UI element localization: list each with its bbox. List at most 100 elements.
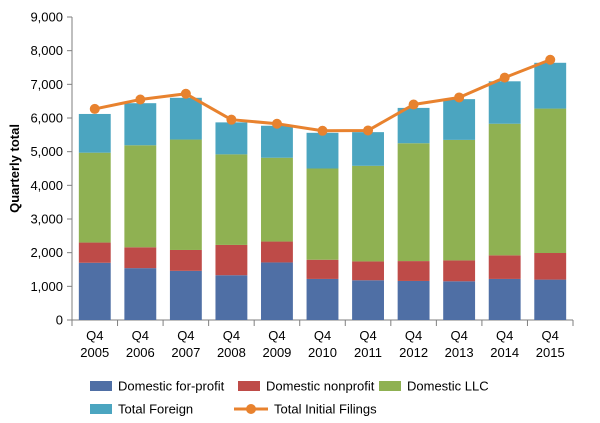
- x-tick-label-quarter: Q4: [86, 328, 103, 343]
- y-tick-label: 2,000: [30, 245, 63, 260]
- bar-domestic-llc: [443, 139, 476, 261]
- bar-total-foreign: [534, 62, 567, 109]
- y-tick-label: 5,000: [30, 144, 63, 159]
- y-tick-label: 4,000: [30, 178, 63, 193]
- bar-total-foreign: [261, 125, 293, 158]
- y-axis-title: Quarterly total: [7, 124, 22, 213]
- x-tick-label-year: 2006: [126, 345, 155, 360]
- x-tick-label-year: 2005: [80, 345, 109, 360]
- x-tick-label-quarter: Q4: [223, 328, 240, 343]
- line-total-initial-filings: [94, 58, 551, 133]
- bar-domestic-llc: [215, 154, 248, 245]
- point-total-initial-filings: [363, 125, 374, 136]
- bar-domestic-nonprofit: [443, 260, 476, 282]
- point-total-initial-filings: [499, 72, 510, 83]
- x-tick-label-year: 2009: [262, 345, 291, 360]
- bar-domestic-for-profit: [488, 278, 521, 320]
- bar-domestic-nonprofit: [488, 255, 521, 279]
- legend-swatch-total-foreign: [90, 404, 112, 414]
- x-tick-label-quarter: Q4: [496, 328, 513, 343]
- bar-domestic-for-profit: [261, 262, 293, 320]
- legend-marker-total-initial-filings: [246, 404, 256, 414]
- point-total-initial-filings: [89, 103, 100, 114]
- bar-domestic-llc: [488, 123, 521, 256]
- legend-swatch-domestic-for-profit: [90, 381, 112, 391]
- point-total-initial-filings: [180, 88, 191, 99]
- bar-domestic-for-profit: [397, 280, 430, 320]
- bar-domestic-for-profit: [124, 268, 157, 320]
- x-tick-label-quarter: Q4: [314, 328, 331, 343]
- bar-total-foreign: [124, 103, 157, 146]
- bar-domestic-nonprofit: [306, 259, 339, 279]
- bar-domestic-llc: [306, 168, 339, 260]
- y-tick-label: 0: [56, 313, 63, 328]
- x-tick-label-quarter: Q4: [359, 328, 376, 343]
- x-tick-label-year: 2015: [536, 345, 565, 360]
- bar-domestic-nonprofit: [534, 253, 567, 280]
- bar-total-foreign: [397, 107, 430, 144]
- x-tick-label-quarter: Q4: [542, 328, 559, 343]
- y-tick-label: 7,000: [30, 77, 63, 92]
- x-tick-label-year: 2010: [308, 345, 337, 360]
- bar-domestic-nonprofit: [78, 242, 111, 263]
- bar-domestic-for-profit: [352, 280, 384, 320]
- bar-domestic-nonprofit: [352, 261, 384, 281]
- x-tick-label-year: 2011: [354, 345, 382, 360]
- point-total-initial-filings: [135, 94, 146, 105]
- bar-domestic-nonprofit: [124, 247, 157, 269]
- x-tick-label-quarter: Q4: [405, 328, 422, 343]
- x-tick-label-year: 2008: [217, 345, 246, 360]
- bar-total-foreign: [78, 113, 111, 153]
- point-total-initial-filings: [317, 125, 328, 136]
- x-tick-label-quarter: Q4: [450, 328, 467, 343]
- x-tick-label-year: 2013: [445, 345, 474, 360]
- bar-domestic-llc: [169, 139, 202, 250]
- x-tick-label-quarter: Q4: [268, 328, 285, 343]
- x-tick-label-year: 2012: [399, 345, 428, 360]
- x-tick-label-quarter: Q4: [132, 328, 149, 343]
- y-tick-label: 1,000: [30, 279, 63, 294]
- y-tick-label: 6,000: [30, 111, 63, 126]
- point-total-initial-filings: [226, 114, 237, 125]
- y-tick-label: 8,000: [30, 43, 63, 58]
- bar-total-foreign: [443, 99, 476, 140]
- y-tick-label: 9,000: [30, 10, 63, 25]
- legend-label-total-initial-filings: Total Initial Filings: [274, 402, 377, 417]
- point-total-initial-filings: [271, 118, 282, 129]
- bar-domestic-llc: [397, 143, 430, 262]
- bar-total-foreign: [215, 122, 248, 155]
- legend-label-domestic-llc: Domestic LLC: [407, 379, 489, 394]
- legend-swatch-domestic-nonprofit: [238, 381, 260, 391]
- point-total-initial-filings: [545, 54, 556, 65]
- bar-domestic-nonprofit: [397, 261, 430, 281]
- bar-domestic-for-profit: [215, 275, 248, 320]
- legend-label-domestic-for-profit: Domestic for-profit: [118, 379, 225, 394]
- bar-domestic-for-profit: [534, 279, 567, 320]
- legend-swatch-domestic-llc: [379, 381, 401, 391]
- x-tick-label-year: 2014: [490, 345, 519, 360]
- bar-total-foreign: [169, 97, 202, 140]
- bar-domestic-llc: [124, 145, 157, 248]
- x-tick-label-quarter: Q4: [177, 328, 194, 343]
- legend-label-domestic-nonprofit: Domestic nonprofit: [266, 379, 375, 394]
- bar-domestic-for-profit: [306, 278, 339, 320]
- bar-domestic-llc: [534, 108, 567, 254]
- bar-total-foreign: [306, 132, 339, 169]
- bar-domestic-llc: [261, 157, 293, 242]
- bar-total-foreign: [488, 81, 521, 124]
- bar-total-foreign: [352, 132, 384, 166]
- x-tick-label-year: 2007: [171, 345, 200, 360]
- bar-domestic-llc: [78, 152, 111, 243]
- point-total-initial-filings: [454, 92, 465, 103]
- legend-label-total-foreign: Total Foreign: [118, 402, 193, 417]
- bar-domestic-llc: [352, 165, 384, 262]
- y-tick-label: 3,000: [30, 212, 63, 227]
- bar-domestic-for-profit: [443, 281, 476, 320]
- bar-domestic-nonprofit: [215, 244, 248, 276]
- point-total-initial-filings: [408, 99, 419, 110]
- bar-domestic-nonprofit: [261, 241, 293, 263]
- bar-domestic-for-profit: [78, 262, 111, 320]
- bar-domestic-for-profit: [169, 270, 202, 320]
- bar-domestic-nonprofit: [169, 249, 202, 271]
